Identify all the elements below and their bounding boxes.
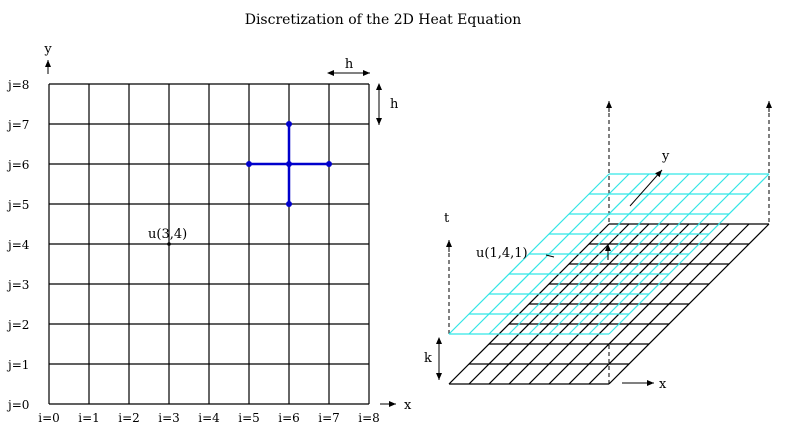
col-labels: i=0 i=1 i=2 i=3 i=4 i=5 i=6 i=7 i=8	[38, 411, 380, 425]
x-axis-label: x	[404, 398, 412, 413]
col-label: i=7	[318, 411, 340, 425]
upper-layer-xline-8	[608, 173, 770, 335]
col-label: i=2	[118, 411, 140, 425]
lower-layer-xline-5	[548, 223, 710, 385]
col-label: i=8	[358, 411, 380, 425]
col-label: i=3	[158, 411, 180, 425]
left-grid	[48, 83, 370, 405]
stencil-node-south	[286, 201, 292, 207]
upper-layer-xline-5	[548, 173, 710, 335]
stencil-node-west	[246, 161, 252, 167]
col-label: i=1	[78, 411, 100, 425]
t-axis-label: t	[444, 211, 450, 226]
point-u34	[167, 242, 171, 246]
lower-layer-xline-6	[568, 223, 730, 385]
right-x-axis-label: x	[659, 377, 667, 392]
col-label: i=6	[278, 411, 300, 425]
point-u141-pointer	[545, 254, 555, 258]
right-y-axis-label: y	[661, 149, 670, 164]
col-label: i=5	[238, 411, 260, 425]
lower-layer-xline-7	[588, 223, 750, 385]
row-label: j=3	[6, 278, 29, 292]
upper-time-layer	[448, 173, 770, 335]
h-vertical-label: h	[390, 97, 399, 112]
row-label: j=0	[6, 398, 29, 412]
stencil-node-north	[286, 121, 292, 127]
lower-time-layer	[448, 223, 770, 385]
upper-layer-xline-7	[588, 173, 750, 335]
k-label: k	[424, 351, 432, 366]
upper-layer-xline-6	[568, 173, 730, 335]
row-label: j=1	[6, 358, 29, 372]
row-labels: j=0 j=1 j=2 j=3 j=4 j=5 j=6 j=7 j=8	[6, 78, 30, 412]
right-y-axis-arrow	[629, 169, 663, 207]
row-label: j=6	[6, 158, 29, 172]
row-label: j=8	[6, 78, 29, 92]
row-label: j=2	[6, 318, 29, 332]
five-point-stencil	[246, 121, 332, 207]
stencil-node-east	[326, 161, 332, 167]
col-label: i=4	[198, 411, 220, 425]
time-axis-dashes	[446, 101, 772, 384]
h-horizontal-label: h	[345, 57, 354, 72]
diagram-title: Discretization of the 2D Heat Equation	[245, 12, 522, 28]
y-axis-label: y	[43, 42, 52, 57]
row-label: j=5	[6, 198, 29, 212]
row-label: j=4	[6, 238, 30, 252]
point-u34-label: u(3,4)	[148, 227, 187, 242]
lower-layer-xline-8	[608, 223, 770, 385]
row-label: j=7	[6, 118, 29, 132]
point-u141-label: u(1,4,1)	[476, 246, 528, 261]
col-label: i=0	[38, 411, 60, 425]
stencil-node-center	[286, 161, 292, 167]
